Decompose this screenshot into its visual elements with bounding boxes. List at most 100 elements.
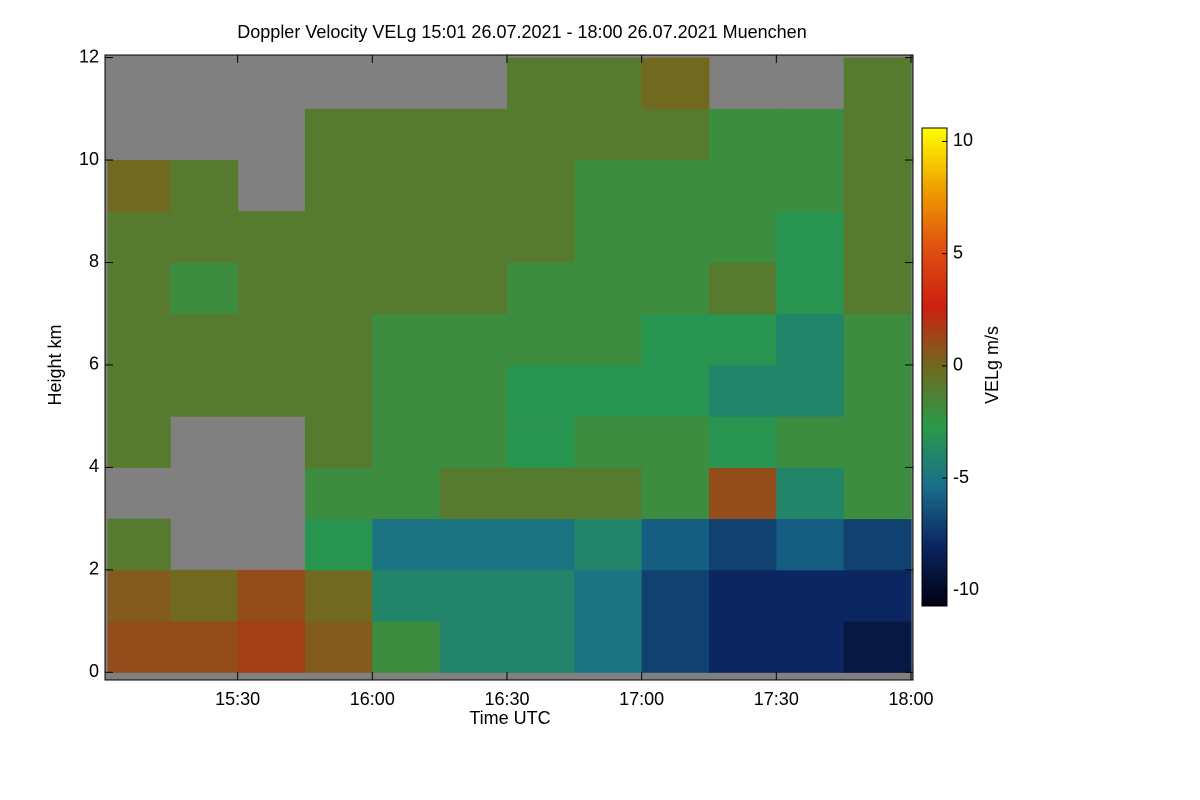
heatmap-cell (843, 364, 912, 417)
heatmap-cell (506, 416, 575, 468)
heatmap-cell (574, 262, 643, 315)
heatmap-cell (372, 262, 441, 315)
heatmap-cell (237, 364, 306, 417)
heatmap-cell (506, 262, 575, 315)
heatmap-cell (641, 160, 710, 212)
heatmap-cell (439, 518, 508, 571)
heatmap-cell (708, 262, 777, 315)
y-tick-label: 10 (79, 149, 99, 169)
heatmap-cell (708, 518, 777, 571)
heatmap-cell (439, 364, 508, 417)
heatmap-cell (574, 211, 643, 263)
y-tick-label: 4 (89, 456, 99, 476)
x-tick-label: 17:00 (619, 689, 664, 709)
heatmap-cell (574, 467, 643, 520)
heatmap-cell (439, 108, 508, 161)
y-axis-label: Height km (45, 324, 65, 405)
heatmap-cell (107, 621, 171, 673)
colorbar-tick-label: -5 (953, 467, 969, 487)
heatmap-cell (574, 416, 643, 468)
heatmap-cell (641, 108, 710, 161)
colorbar (921, 127, 948, 607)
heatmap-cell (170, 621, 239, 673)
heatmap-cell (708, 621, 777, 673)
heatmap-cell (574, 621, 643, 673)
heatmap-cell (439, 416, 508, 468)
heatmap-cell (304, 313, 373, 366)
heatmap-cell (843, 211, 912, 263)
heatmap-cell (372, 108, 441, 161)
heatmap-cell (237, 313, 306, 366)
x-tick-label: 18:00 (888, 689, 933, 709)
heatmap-cell (776, 467, 845, 520)
heatmap-cell (304, 621, 373, 673)
heatmap-cell (372, 621, 441, 673)
heatmap-cell (372, 416, 441, 468)
heatmap-cell (843, 313, 912, 366)
heatmap-cell (708, 313, 777, 366)
heatmap-cell (506, 108, 575, 161)
heatmap-cell (304, 108, 373, 161)
heatmap-cell (506, 467, 575, 520)
heatmap-cell (237, 621, 306, 673)
heatmap-cell (843, 160, 912, 212)
heatmap-cell (574, 160, 643, 212)
heatmap-cell (843, 262, 912, 315)
heatmap-cell (641, 416, 710, 468)
heatmap-cell (439, 621, 508, 673)
heatmap-cell (843, 621, 912, 673)
heatmap-cell (304, 467, 373, 520)
heatmap-cell (372, 364, 441, 417)
heatmap-cell (641, 211, 710, 263)
heatmap-cell (708, 211, 777, 263)
heatmap-cell (708, 108, 777, 161)
heatmap-cell (506, 313, 575, 366)
heatmap-cell (107, 518, 171, 571)
heatmap-cell (170, 569, 239, 622)
heatmap-cell (107, 160, 171, 212)
colorbar-tick-label: -10 (953, 579, 979, 599)
heatmap-cell (506, 364, 575, 417)
heatmap-cell (776, 621, 845, 673)
heatmap-cell (574, 108, 643, 161)
heatmap-cell (304, 211, 373, 263)
heatmap-cell (641, 364, 710, 417)
heatmap-cell (506, 160, 575, 212)
heatmap-cell (708, 364, 777, 417)
y-tick-label: 6 (89, 354, 99, 374)
heatmap-cell (641, 621, 710, 673)
heatmap-cell (237, 211, 306, 263)
x-tick-label: 16:00 (350, 689, 395, 709)
heatmap-cell (843, 108, 912, 161)
colorbar-tick-label: 10 (953, 130, 973, 150)
heatmap-cell (843, 467, 912, 520)
heatmap-cell (107, 569, 171, 622)
heatmap-cell (304, 364, 373, 417)
heatmap-cell (372, 160, 441, 212)
heatmap-cell (304, 569, 373, 622)
heatmap-cell (372, 467, 441, 520)
heatmap-cell (304, 416, 373, 468)
heatmap-cell (574, 518, 643, 571)
heatmap-cell (641, 467, 710, 520)
heatmap-cell (708, 467, 777, 520)
heatmap-cell (641, 518, 710, 571)
colorbar-tick-label: 0 (953, 355, 963, 375)
heatmap-cell (237, 262, 306, 315)
heatmap-cell (574, 364, 643, 417)
heatmap-cell (372, 518, 441, 571)
x-tick-label: 15:30 (215, 689, 260, 709)
heatmap-cell (776, 313, 845, 366)
x-axis-label: Time UTC (469, 708, 550, 728)
heatmap-cell (439, 313, 508, 366)
heatmap-cell (372, 313, 441, 366)
y-tick-label: 8 (89, 251, 99, 271)
heatmap-cell (843, 57, 912, 110)
heatmap-cell (708, 416, 777, 468)
heatmap-cell (506, 211, 575, 263)
heatmap-cell (641, 57, 710, 110)
heatmap-cell (776, 518, 845, 571)
heatmap-cell (776, 416, 845, 468)
heatmap-cell (372, 211, 441, 263)
